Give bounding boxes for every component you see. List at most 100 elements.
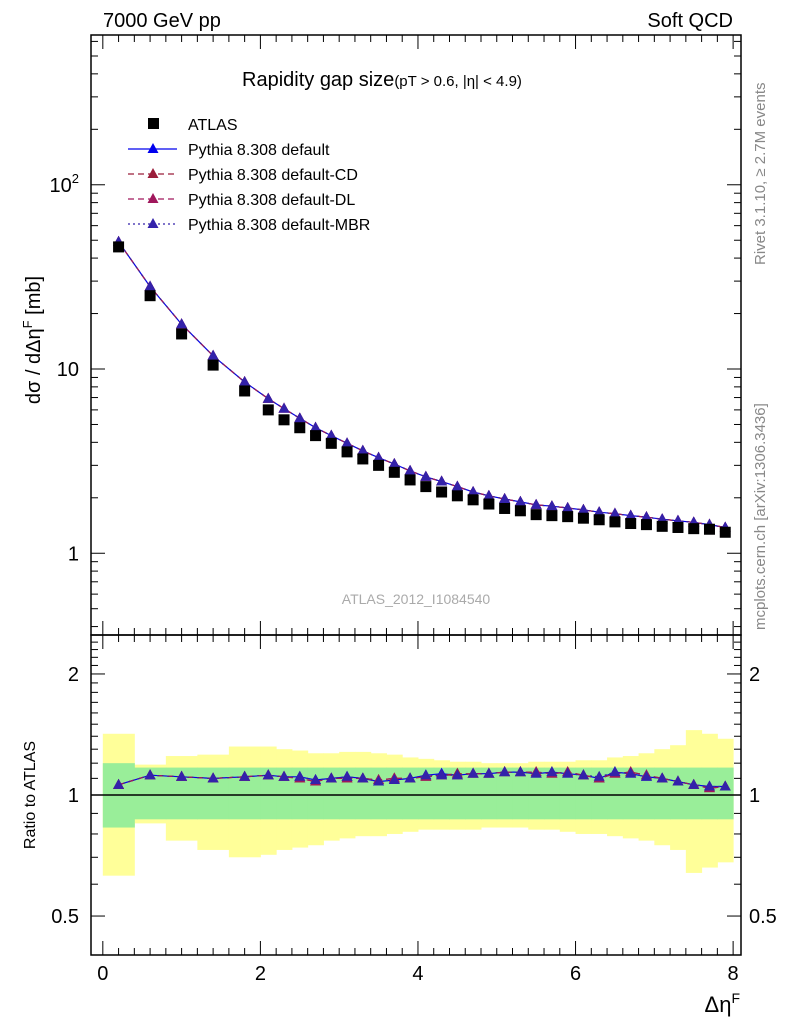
mc-triangle-point [546, 500, 558, 511]
mc-triangle-point [656, 513, 668, 524]
ratio-triangle-point [499, 766, 511, 777]
atlas-data-point [562, 511, 574, 523]
atlas-data-point [294, 422, 306, 434]
ratio-y-tick-label-left: 0.5 [51, 906, 79, 928]
atlas-data-point [688, 523, 700, 535]
ratio-y-tick-label-right: 0.5 [749, 906, 777, 928]
mc-triangle-point [514, 495, 526, 506]
x-tick-label: 0 [97, 963, 108, 985]
ratio-y-tick-label-right: 2 [749, 664, 760, 686]
mc-triangle-point [451, 480, 463, 491]
legend-triangle-marker [147, 143, 159, 153]
atlas-data-point [499, 502, 511, 514]
mc-triangle-point [467, 486, 479, 497]
atlas-data-point [609, 516, 621, 528]
ratio-triangle-point [609, 766, 621, 777]
ratio-triangle-point [451, 769, 463, 780]
atlas-data-point [262, 404, 274, 416]
main-data-layer [113, 235, 731, 538]
mc-triangle-point [239, 376, 251, 387]
main-y-tick-label-base: 10 [50, 175, 72, 197]
ratio-triangle-point [672, 775, 684, 786]
energy-label: 7000 GeV pp [103, 10, 221, 32]
mc-triangle-point [530, 498, 542, 509]
ratio-triangle-point [530, 767, 542, 778]
stat-uncertainty-band [496, 767, 514, 820]
stat-uncertainty-band [559, 767, 577, 820]
legend-label: Pythia 8.308 default-DL [188, 192, 355, 209]
ratio-y-tick-label-left: 1 [68, 785, 79, 807]
mc-triangle-point [207, 349, 219, 360]
stat-uncertainty-band [449, 767, 466, 820]
atlas-data-point [640, 519, 652, 531]
mc-triangle-point [373, 451, 385, 462]
legend: ATLAS Pythia 8.308 default Pythia 8.308 de… [128, 117, 370, 234]
atlas-data-point [514, 505, 526, 517]
stat-uncertainty-band [512, 767, 529, 820]
atlas-data-point [703, 523, 715, 535]
ratio-y-tick-label-right: 1 [749, 785, 760, 807]
ratio-triangle-point [688, 778, 700, 789]
stat-uncertainty-band [607, 767, 624, 820]
stat-uncertainty-band [701, 767, 718, 820]
mc-triangle-point [357, 444, 369, 455]
stat-uncertainty-band [685, 767, 703, 820]
main-y-tick-label: 1 [68, 543, 79, 565]
ratio-triangle-point [625, 767, 637, 778]
mc-triangle-point [176, 318, 188, 329]
ratio-data-layer [113, 766, 731, 793]
ratio-triangle-point [562, 767, 574, 778]
main-y-tick-label: 102 [50, 171, 79, 197]
mc-triangle-point [420, 470, 432, 481]
legend-label: Pythia 8.308 default [188, 142, 330, 159]
stat-uncertainty-band [433, 767, 450, 820]
atlas-data-point [625, 518, 637, 530]
atlas-data-point [310, 430, 322, 442]
ratio-panel: 0.5 0.5 1 1 2 2 0 2 4 6 8 [51, 634, 777, 985]
legend-label: Pythia 8.308 default-MBR [188, 217, 370, 234]
mc-triangle-point [341, 437, 353, 448]
stat-uncertainty-band [717, 767, 734, 820]
ratio-triangle-point [388, 773, 400, 784]
ratio-triangle-point [176, 770, 188, 781]
atlas-data-point [577, 512, 589, 524]
atlas-data-point [656, 520, 668, 532]
atlas-data-point [341, 446, 353, 458]
mc-triangle-point [499, 493, 511, 504]
legend-triangle-marker [147, 168, 159, 178]
atlas-data-point [593, 514, 605, 526]
atlas-data-point [388, 466, 400, 478]
x-axis-label: ΔηF [705, 990, 741, 1017]
atlas-data-point [144, 290, 156, 302]
stat-uncertainty-band [670, 767, 687, 820]
stat-uncertainty-band [465, 767, 482, 820]
mc-triangle-point [144, 280, 156, 291]
atlas-data-point [436, 486, 448, 498]
mc-triangle-point [609, 507, 621, 518]
ratio-triangle-point [404, 772, 416, 783]
atlas-data-point [719, 526, 731, 538]
mc-triangle-point [294, 412, 306, 423]
ratio-triangle-point [310, 773, 322, 784]
ratio-y-axis-label: Ratio to ATLAS [22, 741, 39, 849]
mc-triangle-point [640, 511, 652, 522]
analysis-id-label: ATLAS_2012_I1084540 [342, 591, 491, 607]
atlas-data-point [483, 498, 495, 510]
process-label: Soft QCD [647, 10, 733, 32]
atlas-data-point [451, 490, 463, 502]
ratio-triangle-point [207, 772, 219, 783]
stat-uncertainty-band [481, 767, 498, 820]
mc-triangle-point [278, 402, 290, 413]
stat-uncertainty-band [575, 767, 592, 820]
ratio-triangle-point [113, 778, 125, 789]
ratio-triangle-point [420, 769, 432, 780]
mc-triangle-point [404, 464, 416, 475]
ratio-triangle-point [278, 770, 290, 781]
main-y-tick-label: 10 [57, 359, 79, 381]
x-tick-label: 2 [255, 963, 266, 985]
x-tick-label: 6 [570, 963, 581, 985]
ratio-y-tick-label-left: 2 [68, 664, 79, 686]
atlas-data-point [672, 521, 684, 533]
mc-line [118, 241, 726, 529]
